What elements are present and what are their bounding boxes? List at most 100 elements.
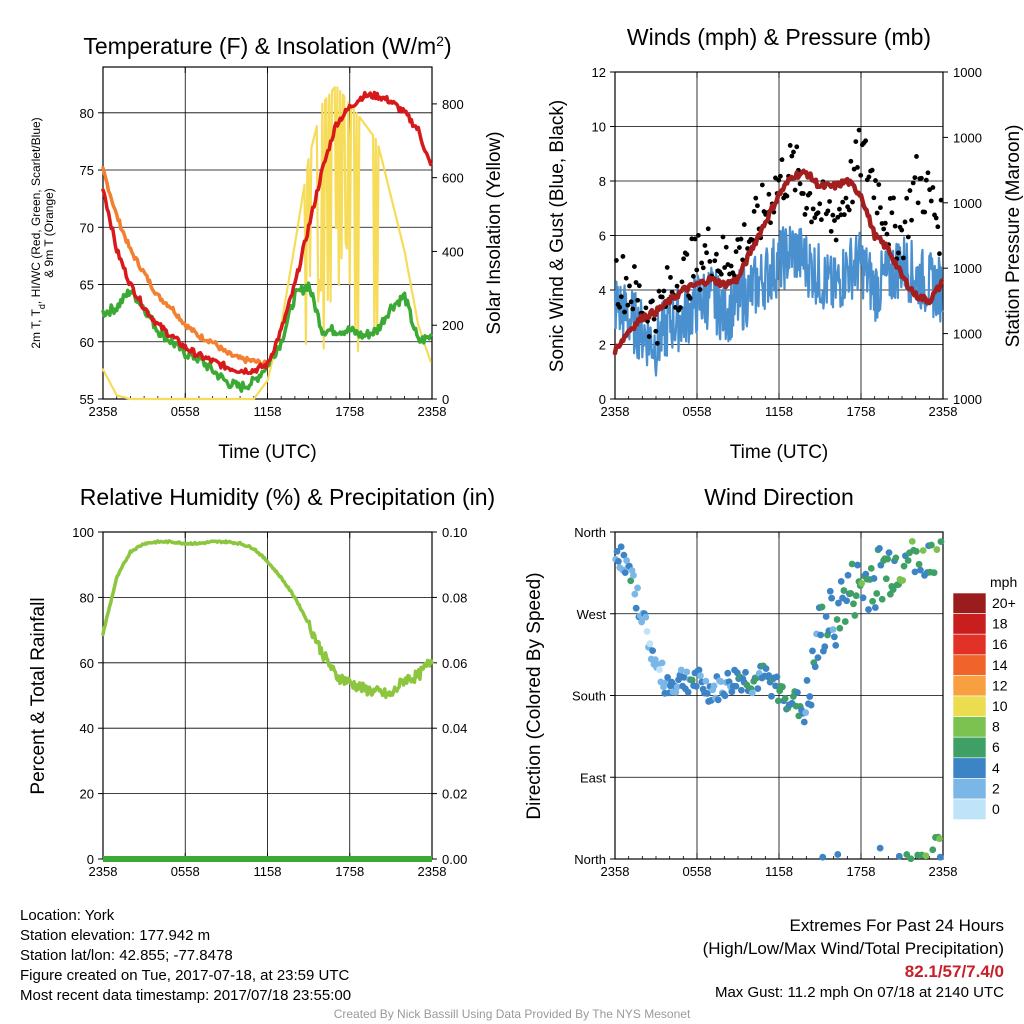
y-tick-label: 10 <box>592 120 606 135</box>
y-tick-label-right: 0.10 <box>442 525 467 540</box>
direction-point <box>885 549 893 557</box>
gust-point <box>755 203 760 209</box>
gust-point <box>613 258 619 263</box>
elevation-text: Station elevation: 177.942 m <box>20 927 211 944</box>
gust-point <box>800 191 806 196</box>
gust-point <box>664 265 670 270</box>
direction-point <box>830 633 838 641</box>
legend-label: 6 <box>992 739 1000 755</box>
y-tick-label-right: 0 <box>442 392 449 407</box>
y-tick-label: 80 <box>80 590 94 605</box>
direction-point <box>773 673 781 681</box>
direction-point <box>620 551 628 559</box>
direction-point <box>912 547 920 555</box>
gust-point <box>714 251 719 257</box>
legend-swatch <box>952 633 987 656</box>
direction-point <box>837 577 845 585</box>
gust-point <box>797 181 803 187</box>
gust-point <box>856 127 862 133</box>
y-tick-label: 0 <box>599 392 606 407</box>
gust-point <box>892 223 898 229</box>
x-tick-label: 1758 <box>335 864 364 879</box>
gust-point <box>866 174 872 180</box>
gust-point <box>741 222 747 227</box>
gust-point <box>656 288 662 294</box>
gust-point <box>643 305 649 311</box>
direction-point <box>673 683 681 691</box>
direction-point <box>672 688 680 696</box>
gust-point <box>712 258 718 264</box>
gust-point <box>677 305 683 310</box>
gust-point <box>830 212 836 218</box>
direction-point <box>703 690 711 697</box>
direction-point <box>922 852 930 860</box>
direction-ylabel-left: Direction (Colored By Speed) <box>524 572 545 819</box>
direction-point <box>646 640 654 648</box>
gust-point <box>817 201 823 207</box>
direction-point <box>721 692 729 700</box>
y-tick-label-right: 1000 <box>953 392 982 407</box>
gust-point <box>802 212 808 217</box>
location-text: Location: York <box>20 907 115 924</box>
direction-point <box>936 835 943 843</box>
direction-point <box>762 665 770 672</box>
gust-point <box>635 297 641 303</box>
direction-point <box>742 668 749 676</box>
gust-point <box>912 175 918 181</box>
gust-point <box>789 153 795 159</box>
direction-point <box>927 541 935 549</box>
temp-panel-title: Temperature (F) & Insolation (W/m2) <box>83 33 451 59</box>
direction-point <box>623 557 631 564</box>
gust-point <box>833 237 839 243</box>
x-tick-label: 2358 <box>418 864 447 879</box>
direction-tick-label: North <box>574 525 606 540</box>
direction-point <box>817 631 825 639</box>
legend-label: 20+ <box>992 595 1016 611</box>
direction-point <box>642 613 650 621</box>
x-tick-label: 0558 <box>171 864 200 879</box>
direction-point <box>621 569 629 577</box>
gust-point <box>740 257 746 263</box>
direction-point <box>697 672 704 680</box>
direction-point <box>772 682 779 690</box>
temp-ylabel-line2: & 9m T (Orange) <box>42 188 56 278</box>
direction-point <box>800 718 808 726</box>
y-tick-label-right: 200 <box>442 318 464 333</box>
gust-point <box>636 283 642 289</box>
direction-point <box>869 597 877 605</box>
gust-point <box>654 340 660 346</box>
direction-point <box>936 853 944 861</box>
x-tick-label: 2358 <box>929 404 958 419</box>
direction-point <box>859 594 867 602</box>
gust-point <box>930 185 936 190</box>
direction-point <box>811 663 819 671</box>
direction-point <box>683 668 691 676</box>
direction-point <box>802 709 810 716</box>
direction-point <box>915 560 923 568</box>
y-tick-label: 60 <box>80 656 94 671</box>
gust-point <box>905 234 911 240</box>
direction-point <box>806 693 814 700</box>
direction-point <box>692 682 700 690</box>
temp-ylabel-line1: 2m T, Td, HI/WC (Red, Green, Scarlet/Blu… <box>29 117 47 348</box>
gust-point <box>804 205 810 211</box>
y-tick-label-right: 400 <box>442 244 464 259</box>
legend-label: 8 <box>992 719 1000 735</box>
legend-label: 4 <box>992 760 1000 776</box>
direction-point <box>843 597 851 605</box>
legend-label: 10 <box>992 698 1008 714</box>
gust-point <box>832 218 837 223</box>
gust-point <box>627 283 632 289</box>
x-tick-label: 2358 <box>601 864 630 879</box>
wind-ylabel-left: Sonic Wind & Gust (Blue, Black) <box>547 100 568 372</box>
y-tick-label-right: 1000 <box>953 261 982 276</box>
y-tick-label-right: 0.02 <box>442 787 467 802</box>
direction-point <box>688 676 696 684</box>
y-tick-label: 8 <box>599 174 606 189</box>
gust-point <box>700 265 706 271</box>
gust-point <box>884 231 890 237</box>
wind-ylabel-right: Station Pressure (Maroon) <box>1003 125 1024 348</box>
wind-panel-xlabel: Time (UTC) <box>730 442 829 463</box>
gust-point <box>791 149 796 155</box>
direction-tick-label: North <box>574 852 606 867</box>
